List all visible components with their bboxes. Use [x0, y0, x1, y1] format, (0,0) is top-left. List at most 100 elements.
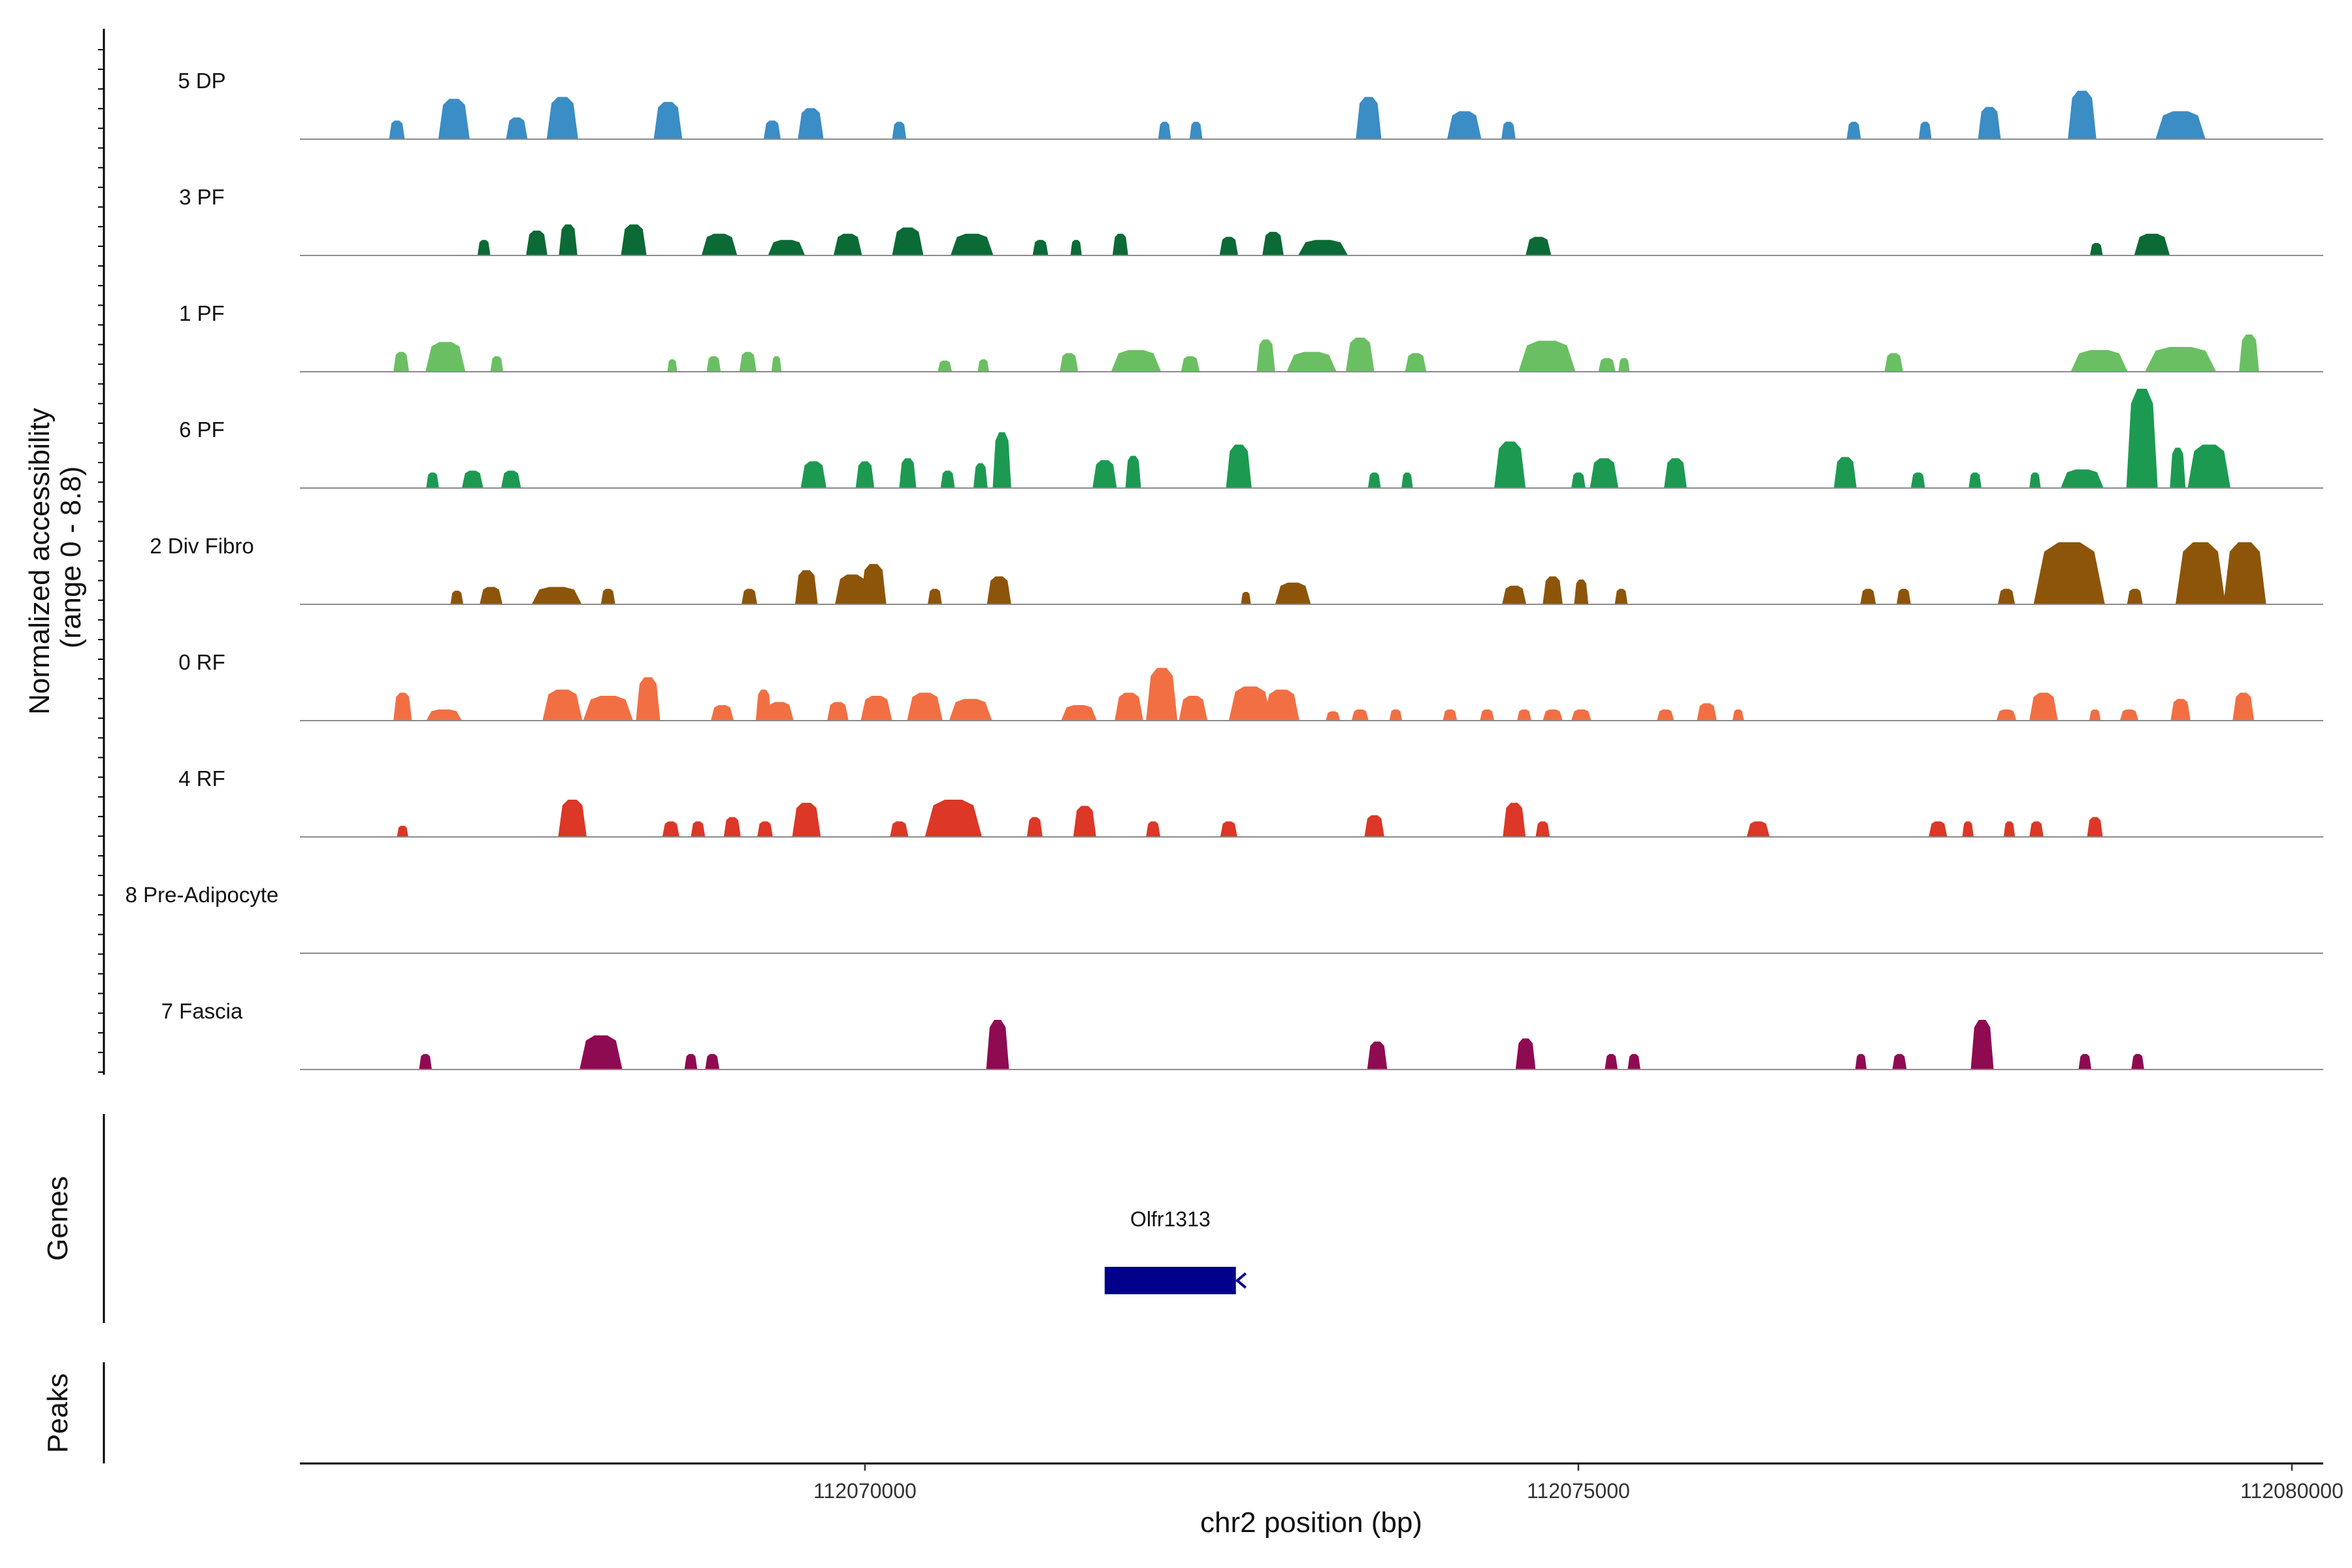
- coverage-peak-7-1: [397, 825, 408, 837]
- coverage-peak-2-13: [1219, 237, 1238, 255]
- coverage-peak-3-16: [1405, 353, 1427, 372]
- coverage-peak-5-22: [2127, 589, 2143, 604]
- coverage-peak-5-7: [835, 574, 870, 604]
- coverage-peak-9-4: [705, 1054, 720, 1070]
- coverage-peak-3-14: [1286, 351, 1337, 372]
- coverage-peak-2-15: [1298, 240, 1348, 255]
- coverage-peak-7-22: [2087, 817, 2103, 837]
- track-4: 6 PF: [179, 389, 2323, 489]
- coverage-peak-6-25: [1543, 709, 1563, 721]
- coverage-peak-3-1: [393, 351, 410, 372]
- coverage-peak-7-16: [1535, 821, 1550, 837]
- coverage-peak-6-26: [1571, 709, 1592, 721]
- coverage-peak-1-3: [506, 117, 528, 139]
- coverage-peak-5-23: [2175, 542, 2226, 604]
- coverage-peak-2-12: [1112, 233, 1128, 255]
- coverage-peak-1-10: [1189, 122, 1203, 139]
- coverage-peak-1-1: [389, 120, 405, 139]
- coverage-peak-1-5: [653, 102, 683, 139]
- coverage-peak-5-10: [928, 589, 942, 604]
- track-label: 4 RF: [178, 766, 225, 791]
- coverage-peak-6-34: [2170, 698, 2191, 721]
- track-7: 4 RF: [178, 766, 2323, 838]
- peaks-axis-title: Peaks: [42, 1373, 74, 1453]
- track-label: 2 Div Fibro: [150, 534, 254, 558]
- coverage-peak-6-29: [1732, 709, 1744, 721]
- coverage-peak-7-12: [1146, 821, 1160, 837]
- track-9: 7 Fascia: [161, 999, 2323, 1070]
- coverage-peak-3-6: [739, 351, 757, 372]
- coverage-peak-3-18: [1598, 358, 1616, 372]
- coverage-peak-2-10: [1032, 240, 1049, 255]
- track-label: 7 Fascia: [161, 999, 243, 1023]
- coverage-peak-6-15: [1146, 668, 1178, 721]
- coverage-peak-5-24: [2223, 542, 2266, 604]
- coverage-peak-6-31: [2029, 693, 2058, 721]
- coverage-peak-4-23: [2061, 469, 2104, 488]
- coverage-peak-7-7: [792, 802, 821, 837]
- coverage-peak-7-5: [723, 817, 741, 837]
- x-axis-title: chr2 position (bp): [1200, 1507, 1422, 1539]
- track-6: 0 RF: [178, 650, 2323, 721]
- coverage-peak-3-10: [1060, 353, 1079, 372]
- coverage-peak-3-4: [667, 359, 678, 372]
- coverage-peak-4-17: [1590, 458, 1619, 488]
- coverage-peak-4-8: [973, 463, 988, 488]
- coverage-peak-9-6: [1367, 1041, 1388, 1070]
- coverage-peak-3-21: [2070, 350, 2128, 372]
- coverage-peak-7-11: [1073, 806, 1096, 837]
- x-axis-ticks: 112070000 112075000 112080000: [813, 1463, 2344, 1503]
- coverage-peak-7-15: [1503, 802, 1526, 837]
- coverage-peak-6-12: [949, 698, 992, 721]
- coverage-peak-1-11: [1356, 97, 1382, 139]
- coverage-peak-7-2: [558, 800, 587, 837]
- x-tick-label: 112075000: [1527, 1479, 1630, 1503]
- coverage-peak-9-14: [2131, 1054, 2144, 1070]
- coverage-peak-3-7: [771, 356, 782, 372]
- coverage-peak-3-13: [1256, 339, 1275, 372]
- coverage-peak-3-22: [2145, 347, 2217, 372]
- coverage-peak-4-13: [1367, 472, 1381, 488]
- coverage-peak-5-20: [1998, 589, 2016, 604]
- coverage-peak-6-20: [1351, 709, 1369, 721]
- coverage-peak-9-2: [580, 1035, 623, 1070]
- coverage-peak-6-33: [2119, 709, 2139, 721]
- coverage-peak-9-11: [1892, 1054, 1907, 1070]
- coverage-peak-1-2: [438, 99, 470, 139]
- coverage-peak-1-9: [1158, 122, 1171, 139]
- coverage-peak-2-17: [2089, 243, 2103, 255]
- coverage-peak-6-4: [583, 696, 633, 721]
- coverage-peak-7-8: [890, 821, 909, 837]
- coverage-peak-5-17: [1614, 589, 1628, 604]
- coverage-peak-6-14: [1115, 693, 1143, 721]
- coverage-peak-6-11: [907, 693, 943, 721]
- coverage-peak-6-27: [1657, 709, 1674, 721]
- coverage-peak-4-25: [2170, 448, 2186, 488]
- track-8: 8 Pre-Adipocyte: [125, 883, 2323, 954]
- coverage-peak-7-21: [2029, 821, 2044, 837]
- coverage-peak-6-6: [711, 705, 734, 721]
- coverage-peak-3-20: [1884, 353, 1903, 372]
- coverage-peak-6-28: [1697, 703, 1717, 721]
- coverage-peak-4-11: [1125, 455, 1141, 488]
- coverage-y-ticks: [98, 49, 104, 1073]
- coverage-peak-5-12: [1241, 592, 1251, 604]
- coverage-peak-4-18: [1664, 458, 1687, 488]
- coverage-peak-9-1: [419, 1054, 432, 1070]
- y-axis-title-line1: Normalized accessibility: [24, 408, 56, 714]
- coverage-peak-4-1: [426, 472, 439, 488]
- coverage-peak-3-5: [706, 356, 721, 372]
- coverage-peak-1-18: [2155, 111, 2206, 139]
- coverage-peak-5-6: [794, 570, 818, 604]
- coverage-peak-6-16: [1179, 696, 1208, 721]
- coverage-peak-3-15: [1345, 337, 1375, 372]
- coverage-peak-6-17: [1228, 686, 1272, 721]
- coverage-peak-6-5: [636, 677, 661, 721]
- coverage-peak-4-4: [800, 461, 826, 488]
- coverage-peak-6-21: [1389, 709, 1403, 721]
- coverage-peak-4-20: [1910, 472, 1925, 488]
- coverage-peak-1-15: [1918, 122, 1932, 139]
- coverage-peak-3-8: [938, 360, 953, 372]
- track-5: 2 Div Fibro: [150, 534, 2323, 605]
- coverage-peak-6-13: [1061, 705, 1097, 721]
